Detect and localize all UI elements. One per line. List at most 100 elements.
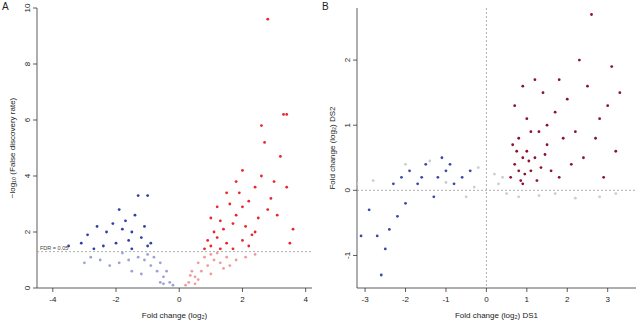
point — [404, 202, 407, 205]
point — [203, 256, 206, 259]
x-tick — [567, 288, 568, 292]
point — [266, 18, 269, 21]
point — [511, 143, 514, 146]
x-tick-label: -4 — [49, 295, 57, 304]
point — [501, 176, 504, 179]
x-tick-label: 2 — [565, 295, 570, 304]
point — [137, 256, 140, 259]
x-tick — [607, 288, 608, 292]
x-tick — [365, 288, 366, 292]
point — [400, 176, 403, 179]
reference-line — [357, 190, 636, 191]
point — [538, 130, 541, 133]
point — [372, 179, 375, 182]
point — [542, 91, 545, 94]
point — [360, 235, 363, 238]
y-axis-label: Fold change (log₂) DS2 — [328, 106, 337, 190]
point — [554, 192, 557, 195]
point — [517, 169, 520, 172]
point — [497, 182, 500, 185]
point — [96, 225, 99, 228]
point — [428, 160, 431, 163]
point — [534, 78, 537, 81]
x-tick-label: 1 — [525, 295, 530, 304]
point — [384, 248, 387, 251]
point — [432, 195, 435, 198]
y-tick-label: 1 — [343, 122, 352, 127]
point — [190, 270, 193, 273]
point — [228, 264, 231, 267]
point — [247, 245, 250, 248]
point — [189, 274, 192, 277]
point — [80, 242, 83, 245]
point — [477, 166, 480, 169]
point — [216, 236, 219, 239]
point — [225, 191, 228, 194]
point — [273, 180, 276, 183]
point — [172, 284, 175, 287]
point — [519, 179, 522, 182]
x-tick — [305, 288, 306, 292]
point — [550, 169, 553, 172]
panel-label: B — [322, 1, 329, 12]
point — [83, 261, 86, 264]
y-tick — [33, 64, 37, 65]
point — [140, 236, 143, 239]
point — [159, 261, 162, 264]
panel: -3-2-10123-1012BFold change (log₂) DS1Fo… — [322, 1, 636, 320]
point — [517, 195, 520, 198]
y-tick-label: 2 — [23, 229, 32, 234]
point — [380, 274, 383, 277]
point — [105, 231, 108, 234]
point — [536, 179, 539, 182]
point — [130, 270, 133, 273]
point — [149, 242, 152, 245]
point — [165, 270, 168, 273]
x-tick — [242, 288, 243, 292]
point — [408, 169, 411, 172]
point — [574, 130, 577, 133]
point — [578, 59, 581, 62]
x-tick-label: -2 — [402, 295, 410, 304]
y-tick — [353, 190, 357, 191]
point — [424, 163, 427, 166]
point — [213, 231, 216, 234]
x-tick-label: 2 — [240, 295, 245, 304]
point — [420, 176, 423, 179]
point — [162, 282, 165, 285]
point — [523, 173, 526, 176]
point — [140, 273, 143, 276]
x-tick — [405, 288, 406, 292]
point — [493, 173, 496, 176]
point — [453, 182, 456, 185]
point — [102, 245, 105, 248]
y-tick-label: 10 — [23, 3, 32, 12]
y-tick — [33, 176, 37, 177]
point — [445, 181, 448, 184]
point — [241, 239, 244, 242]
point — [187, 281, 190, 284]
point — [194, 282, 197, 285]
point — [529, 169, 532, 172]
point — [270, 197, 273, 200]
point — [115, 242, 118, 245]
point — [168, 281, 171, 284]
y-tick — [33, 8, 37, 9]
point — [515, 150, 518, 153]
panel: -4-20240246810FDR = 0.05AFold change (lo… — [2, 1, 312, 320]
point — [149, 264, 152, 267]
point — [225, 242, 228, 245]
point — [449, 163, 452, 166]
point — [266, 208, 269, 211]
point — [130, 231, 133, 234]
point — [244, 256, 247, 259]
point — [209, 253, 212, 256]
x-tick — [116, 288, 117, 292]
y-axis-label: −log₁₀ (False discovery rate) — [8, 97, 17, 198]
point — [534, 156, 537, 159]
y-tick — [353, 255, 357, 256]
point — [546, 124, 549, 127]
point — [162, 275, 165, 278]
point — [505, 192, 508, 195]
point — [292, 228, 295, 231]
